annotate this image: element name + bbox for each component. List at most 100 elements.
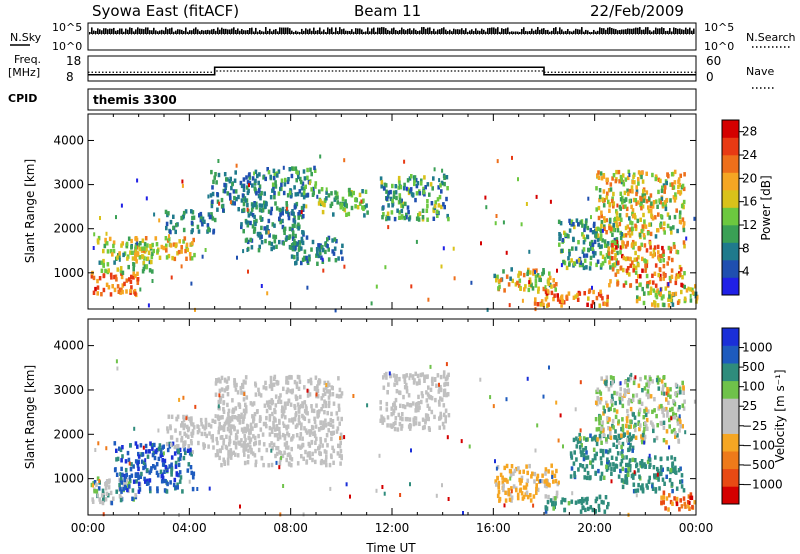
data-cell — [673, 402, 677, 407]
data-cell — [637, 383, 641, 388]
data-cell — [143, 241, 147, 247]
data-cell — [610, 393, 614, 399]
data-cell — [588, 266, 592, 271]
data-cell — [128, 484, 131, 489]
colorbar-cell — [722, 380, 739, 399]
data-cell — [553, 293, 556, 298]
data-cell — [620, 217, 623, 222]
data-cell — [229, 196, 232, 201]
data-cell — [253, 186, 257, 191]
data-cell — [253, 171, 256, 176]
data-cell — [652, 247, 656, 253]
data-cell — [682, 225, 685, 230]
data-cell — [246, 223, 250, 228]
data-cell — [657, 386, 661, 391]
data-cell — [595, 441, 599, 447]
data-cell — [679, 419, 682, 424]
data-cell — [233, 427, 236, 432]
nsky-bar — [265, 27, 267, 34]
data-cell — [665, 197, 669, 203]
data-cell — [137, 489, 141, 494]
data-cell — [169, 435, 173, 440]
data-cell — [539, 479, 542, 484]
data-cell — [318, 444, 321, 449]
data-cell — [626, 224, 630, 229]
nsearch-dot — [179, 33, 180, 35]
nsky-bar — [417, 31, 419, 34]
nsearch-dot — [233, 33, 234, 35]
nsky-bar — [567, 28, 569, 34]
data-cell — [307, 441, 311, 447]
data-cell — [219, 396, 223, 401]
data-cell — [242, 397, 246, 402]
data-cell — [272, 382, 276, 387]
data-cell — [624, 197, 628, 202]
data-cell — [534, 278, 538, 284]
data-cell — [293, 205, 297, 210]
nsearch-dot — [479, 33, 480, 35]
data-cell — [263, 200, 266, 205]
data-cell — [560, 500, 563, 505]
data-cell — [209, 424, 213, 429]
data-cell — [234, 432, 238, 438]
data-cell — [273, 195, 276, 200]
nsearch-dot — [413, 33, 414, 35]
data-cell — [622, 267, 625, 273]
data-cell — [218, 448, 222, 453]
nsky-bar — [333, 31, 335, 34]
data-cell — [555, 400, 558, 405]
data-cell — [632, 412, 635, 417]
data-cell — [677, 439, 681, 444]
nsky-bar — [433, 28, 435, 34]
data-cell — [96, 278, 99, 284]
data-cell — [140, 452, 143, 457]
x-tick-label: 20:00 — [577, 521, 612, 535]
data-cell — [545, 484, 548, 489]
data-cell — [629, 283, 633, 288]
data-cell — [645, 248, 649, 253]
data-cell — [575, 218, 579, 223]
nsearch-dot — [539, 33, 540, 35]
nsearch-dot — [644, 33, 645, 35]
data-cell — [331, 238, 334, 243]
data-cell — [601, 254, 605, 259]
data-cell — [203, 219, 206, 224]
data-cell — [662, 249, 665, 254]
data-cell — [620, 426, 623, 432]
data-cell — [288, 226, 292, 232]
data-cell — [387, 216, 391, 221]
data-cell — [293, 219, 297, 225]
nsky-bar — [551, 30, 553, 34]
nsearch-dot — [503, 33, 504, 35]
data-cell — [122, 482, 125, 487]
data-cell — [319, 420, 322, 426]
data-cell — [602, 189, 606, 194]
nsky-bar — [179, 29, 181, 34]
nsky-bar — [155, 30, 157, 34]
data-cell — [657, 189, 660, 195]
data-cell — [417, 217, 421, 222]
data-cell — [148, 268, 152, 273]
data-cell — [568, 248, 571, 254]
data-cell — [603, 301, 607, 307]
data-cell — [185, 256, 188, 261]
data-cell — [134, 252, 137, 257]
data-cell — [325, 383, 328, 387]
data-cell — [134, 245, 138, 250]
data-cell — [665, 474, 668, 479]
data-cell — [555, 490, 559, 495]
data-cell — [169, 480, 172, 485]
data-cell — [266, 167, 269, 172]
data-cell — [349, 494, 351, 499]
data-cell — [394, 416, 398, 421]
data-cell — [591, 242, 595, 247]
data-cell — [682, 406, 686, 411]
data-cell — [382, 212, 385, 217]
nsearch-dot — [404, 33, 405, 35]
data-cell — [673, 467, 676, 472]
data-cell — [204, 420, 208, 426]
data-cell — [646, 389, 650, 394]
data-cell — [593, 453, 597, 459]
data-cell — [319, 199, 322, 204]
data-cell — [107, 268, 110, 273]
